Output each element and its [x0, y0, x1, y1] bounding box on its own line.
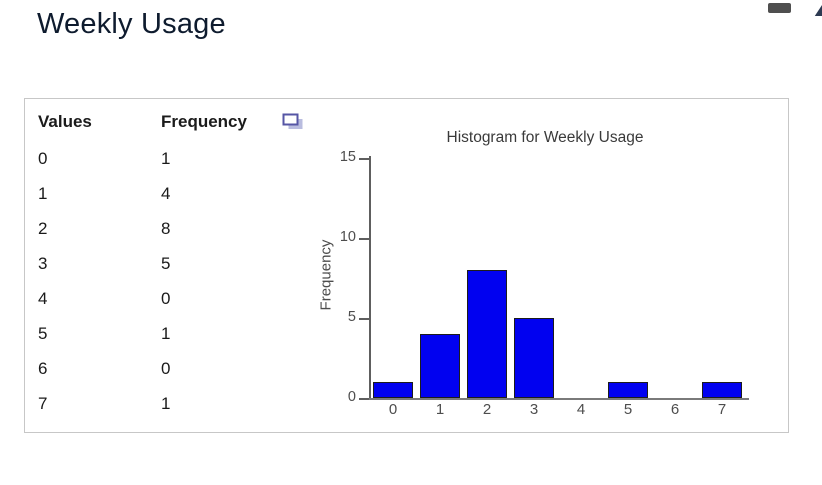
x-tick-label: 6: [670, 401, 680, 418]
clipped-corner-glyph: [814, 5, 822, 16]
value-cell: 0: [38, 149, 48, 168]
histogram-bar: [420, 334, 460, 398]
histogram-bar: [608, 382, 648, 398]
value-cell: 3: [38, 254, 48, 273]
table-header-values: Values: [38, 112, 92, 131]
copy-icon: [282, 113, 304, 135]
page-title: Weekly Usage: [37, 8, 226, 40]
frequency-cell: 0: [161, 289, 171, 308]
frequency-cell: 1: [161, 149, 171, 168]
y-tick-label: 15: [339, 149, 356, 165]
y-tick-mark: [359, 318, 369, 320]
x-tick-label: 5: [623, 401, 633, 418]
frequency-cell: 8: [161, 219, 171, 238]
x-tick-label: 0: [388, 401, 398, 418]
histogram-bar: [702, 382, 742, 398]
frequency-cell: 5: [161, 254, 171, 273]
y-tick-mark: [359, 398, 369, 400]
y-axis-label: Frequency: [317, 239, 335, 311]
window-control-pill: [768, 3, 791, 13]
histogram-bar: [373, 382, 413, 398]
histogram-bar: [514, 318, 554, 398]
y-axis-line: [369, 156, 371, 400]
copy-table-button[interactable]: [281, 113, 305, 135]
value-cell: 7: [38, 394, 48, 413]
frequency-cell: 1: [161, 324, 171, 343]
value-cell: 2: [38, 219, 48, 238]
table-header-frequency: Frequency: [161, 112, 247, 131]
y-tick-label: 5: [347, 309, 356, 325]
x-tick-label: 2: [482, 401, 492, 418]
y-tick-label: 10: [339, 229, 356, 245]
frequency-cell: 1: [161, 394, 171, 413]
y-tick-label: 0: [347, 389, 356, 405]
x-tick-label: 3: [529, 401, 539, 418]
value-cell: 4: [38, 289, 48, 308]
x-tick-label: 1: [435, 401, 445, 418]
histogram-bar: [467, 270, 507, 398]
y-tick-mark: [359, 158, 369, 160]
y-tick-mark: [359, 238, 369, 240]
x-tick-label: 7: [717, 401, 727, 418]
frequency-cell: 4: [161, 184, 171, 203]
x-axis-line: [369, 398, 749, 400]
value-cell: 6: [38, 359, 48, 378]
x-tick-label: 4: [576, 401, 586, 418]
frequency-cell: 0: [161, 359, 171, 378]
value-cell: 5: [38, 324, 48, 343]
value-cell: 1: [38, 184, 48, 203]
chart-title: Histogram for Weekly Usage: [446, 129, 644, 146]
